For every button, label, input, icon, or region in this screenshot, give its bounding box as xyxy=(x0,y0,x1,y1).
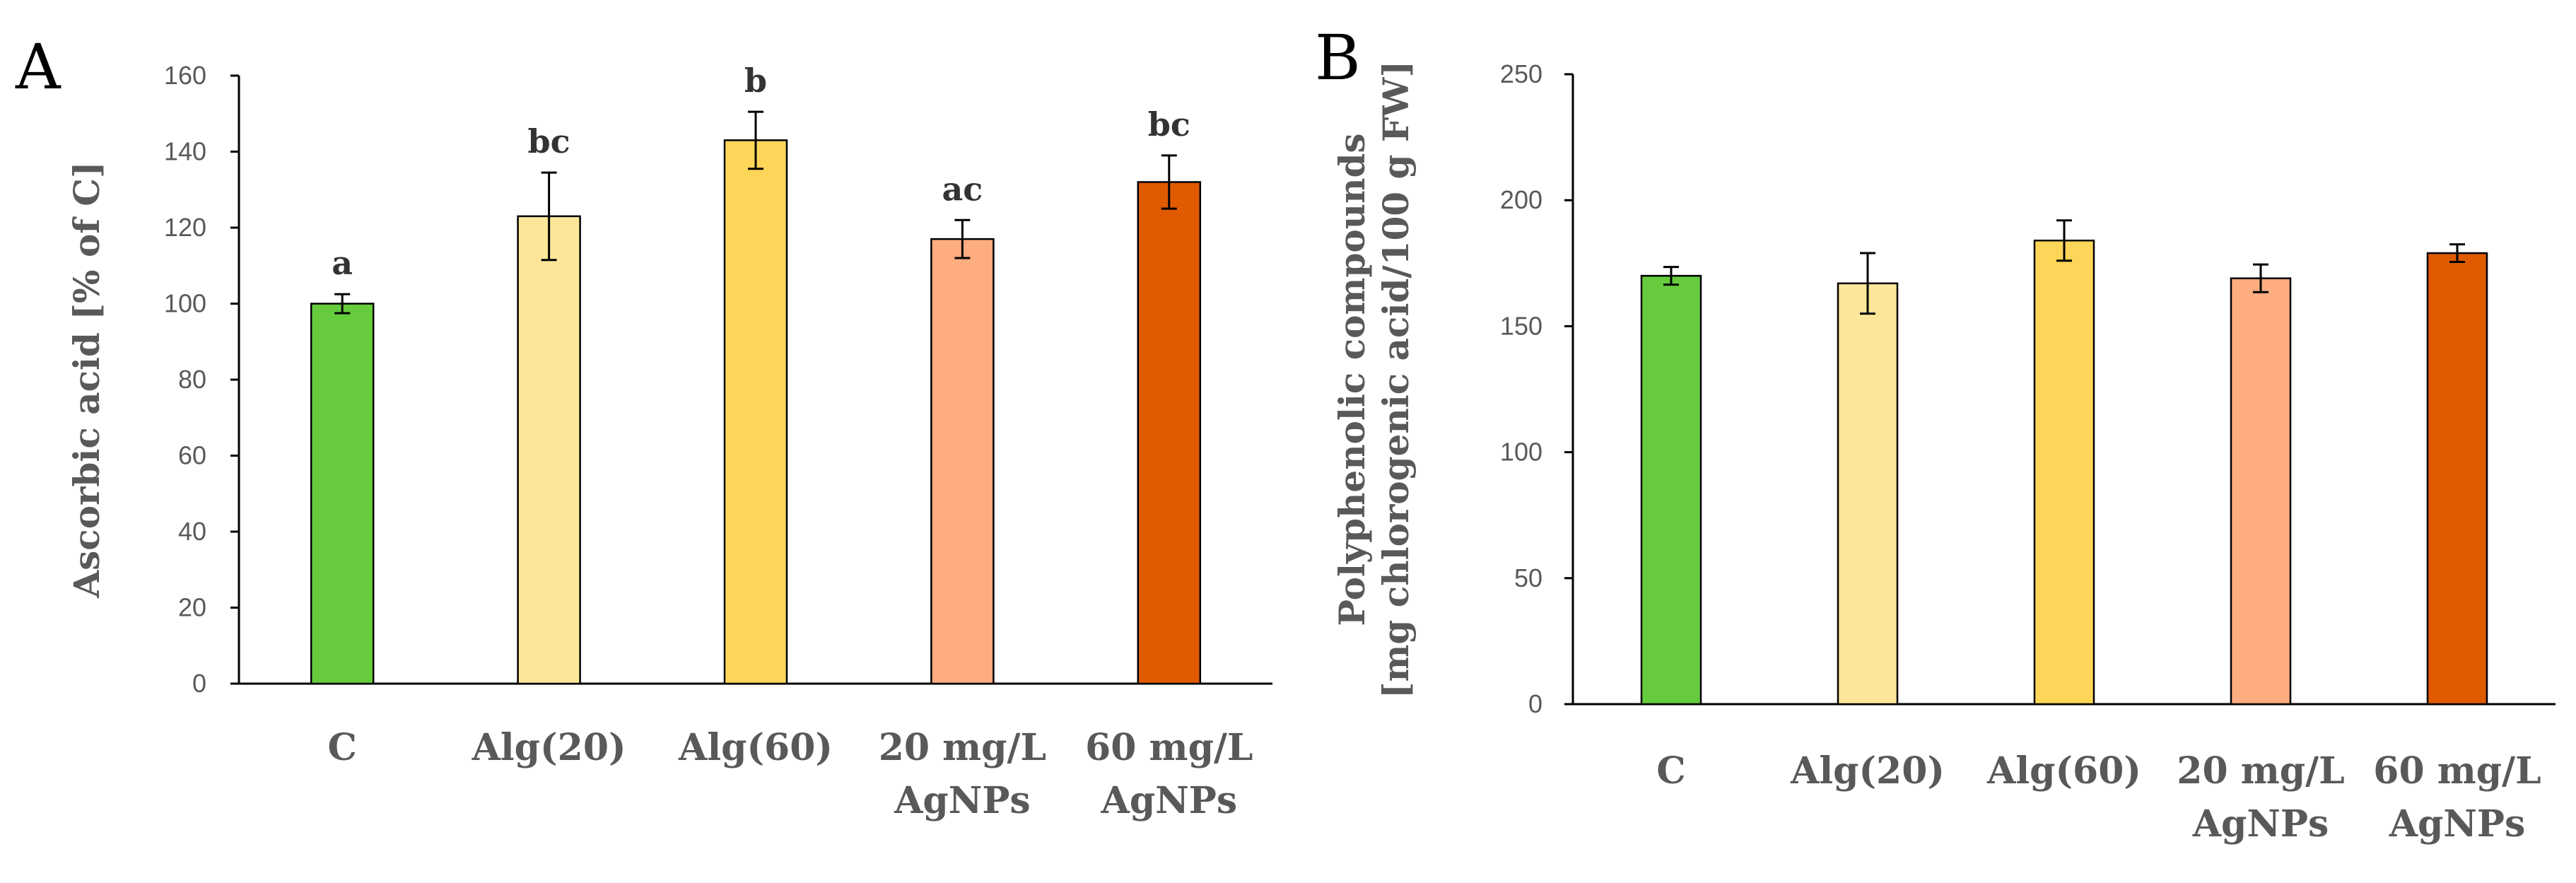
y-tick-label: 50 xyxy=(1514,563,1542,592)
x-category-label: 60 mg/L xyxy=(1085,726,1253,769)
x-category-label: 60 mg/L xyxy=(2373,749,2541,793)
bar-b-3 xyxy=(2033,239,2095,706)
x-category-label: AgNPs xyxy=(894,779,1031,822)
x-category-label: Alg(60) xyxy=(1986,749,2141,793)
bar-b-4 xyxy=(2230,277,2292,706)
significance-letter: a xyxy=(332,244,353,282)
significance-letter: b xyxy=(744,62,767,100)
bar-b-5 xyxy=(2426,252,2488,706)
x-category-label: Alg(20) xyxy=(472,726,626,769)
bar-a-5 xyxy=(1137,181,1202,685)
bar-b-2 xyxy=(1837,282,1899,706)
y-tick-label: 150 xyxy=(1500,311,1542,340)
y-tick-label: 250 xyxy=(1500,59,1542,88)
error-bar xyxy=(2056,219,2072,262)
y-tick-label: 80 xyxy=(178,365,206,394)
bar-a-3 xyxy=(723,139,788,685)
y-axis-title-line: Ascorbic acid [% of C] xyxy=(66,161,107,598)
panel-label-b: B xyxy=(1315,21,1361,94)
error-bar xyxy=(541,171,557,262)
bar-a-1 xyxy=(310,303,375,685)
error-bar xyxy=(1860,252,1875,315)
error-bar xyxy=(1663,266,1679,286)
chart-panel-a: 0 20 40 60 80 100 120 140 160 Ascorbic acid [% of… xyxy=(66,61,1272,822)
y-tick-label: 60 xyxy=(178,441,206,470)
x-category-label: 20 mg/L xyxy=(2177,749,2344,793)
y-tick-label: 160 xyxy=(164,61,206,90)
y-axis-title-line: Polyphenolic compounds xyxy=(1331,133,1373,626)
y-axis-title: Ascorbic acid [% of C] xyxy=(66,161,107,598)
x-category-label: C xyxy=(328,726,357,769)
significance-letter: ac xyxy=(942,170,983,208)
x-category-label: Alg(60) xyxy=(678,726,833,769)
bar-a-2 xyxy=(517,215,581,685)
bar-b-1 xyxy=(1640,274,1702,706)
y-tick-label: 40 xyxy=(178,517,206,546)
significance-letter: bc xyxy=(528,122,570,160)
y-tick-label: 120 xyxy=(164,213,206,242)
error-bar xyxy=(1161,154,1177,210)
panel-label-a: A xyxy=(15,30,62,103)
y-tick-label: 0 xyxy=(1528,689,1542,718)
x-category-label: 20 mg/L xyxy=(879,726,1046,769)
error-bar xyxy=(954,218,971,259)
error-bar xyxy=(2253,263,2268,293)
y-axis-title-line: [mg chlorogenic acid/100 g FW] xyxy=(1375,61,1417,698)
y-tick-label: 0 xyxy=(192,669,206,698)
bar-a-4 xyxy=(930,238,995,685)
y-tick-label: 200 xyxy=(1500,185,1542,214)
error-bar xyxy=(748,110,763,170)
x-category-label: AgNPs xyxy=(2192,802,2329,846)
significance-letter: bc xyxy=(1148,105,1190,144)
x-category-label: AgNPs xyxy=(2389,802,2526,846)
chart-panel-b: 0 50 100 150 200 250 Polyphenolic compounds[mg… xyxy=(1331,59,2555,846)
error-bar xyxy=(334,293,351,315)
x-category-label: C xyxy=(1656,749,1685,793)
y-tick-label: 20 xyxy=(178,593,206,622)
y-tick-label: 140 xyxy=(164,137,206,166)
y-tick-label: 100 xyxy=(164,289,206,318)
x-category-label: Alg(20) xyxy=(1790,749,1945,793)
y-tick-label: 100 xyxy=(1500,438,1542,467)
x-category-label: AgNPs xyxy=(1100,779,1237,822)
error-bar xyxy=(2449,243,2465,264)
y-axis-title: Polyphenolic compounds[mg chlorogenic ac… xyxy=(1331,61,1417,698)
